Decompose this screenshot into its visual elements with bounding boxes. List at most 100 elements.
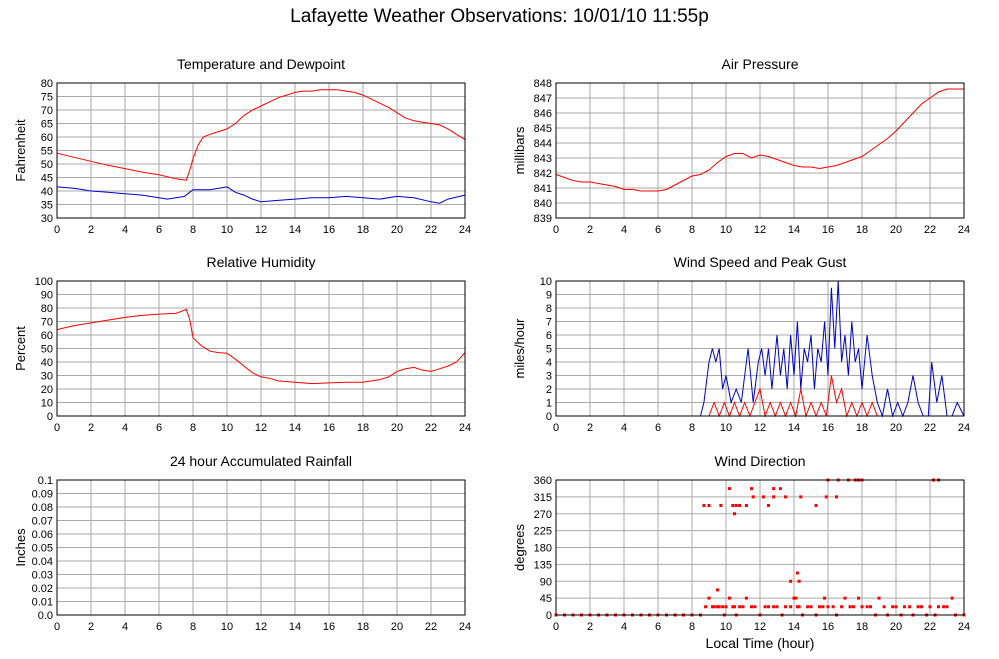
x-tick-label: 12 [255,422,267,434]
data-point [789,605,793,609]
data-point [797,579,801,583]
x-tick-label: 0 [54,224,60,236]
y-tick-label: 0 [546,411,552,423]
x-tick-label: 8 [689,621,695,633]
x-tick-label: 8 [190,422,196,434]
y-tick-label: 45 [540,593,552,605]
y-tick-label: 60 [41,330,53,342]
y-tick-label: 842 [534,168,552,180]
data-point [738,504,742,507]
data-point [908,605,912,609]
data-point [772,495,776,499]
x-tick-label: 2 [587,621,593,633]
series-line-0 [555,88,964,192]
y-tick-label: 4 [546,357,552,369]
y-axis-label: degrees [512,524,527,571]
y-tick-label: 0 [546,610,552,622]
x-tick-label: 2 [587,422,593,434]
x-tick-label: 6 [156,621,162,633]
data-point [848,605,852,609]
x-tick-label: 4 [621,422,627,434]
data-point [950,596,954,600]
y-tick-label: 30 [41,371,53,383]
y-tick-label: 10 [540,276,552,288]
x-tick-label: 18 [856,224,868,236]
x-tick-label: 2 [88,621,94,633]
y-tick-label: 844 [534,138,552,150]
data-point [852,605,855,609]
data-point [731,504,735,507]
data-point [806,605,810,609]
data-point [767,504,770,507]
data-point [750,487,753,491]
data-point [707,596,711,600]
x-tick-label: 24 [459,621,471,633]
x-tick-label: 4 [122,224,128,236]
data-point [835,495,838,499]
data-point [772,487,776,491]
series-line-0 [556,280,965,418]
panel-pressure: 0 2 4 6 8 10 12 14 16 18 20 22 248398408418428438448… [512,56,970,236]
x-tick-label: 6 [655,621,661,633]
y-tick-label: 5 [546,344,552,356]
x-tick-label: 6 [655,422,661,434]
y-tick-label: 0.1 [38,475,53,487]
data-point [826,605,830,609]
data-point [794,596,798,600]
x-tick-label: 8 [190,224,196,236]
y-tick-label: 90 [540,576,552,588]
data-point [818,605,821,609]
chart-title: Wind Speed and Peak Gust [674,254,847,270]
x-tick-label: 16 [822,224,834,236]
x-tick-label: 2 [88,224,94,236]
y-tick-label: 90 [41,290,53,302]
data-point [763,605,767,609]
x-tick-label: 12 [255,224,267,236]
y-tick-label: 0.03 [32,570,53,582]
y-tick-label: 225 [534,526,552,538]
x-tick-label: 22 [924,621,936,633]
y-tick-label: 0 [47,411,53,423]
y-tick-label: 30 [41,213,53,225]
data-point [792,596,796,600]
x-tick-label: 0 [553,224,559,236]
x-axis-label: Local Time (hour) [705,635,815,651]
data-point [702,504,706,507]
data-point [716,605,719,609]
data-point [772,605,776,609]
chart-title: 24 hour Accumulated Rainfall [170,453,352,469]
x-tick-label: 8 [190,621,196,633]
data-point [814,504,818,507]
data-point [797,605,801,609]
y-tick-label: 40 [41,186,53,198]
plot-frame [555,479,965,616]
x-tick-label: 4 [122,422,128,434]
x-tick-label: 14 [788,224,800,236]
x-tick-label: 8 [689,422,695,434]
y-axis-label: Inches [13,528,28,567]
x-tick-label: 14 [788,422,800,434]
y-tick-label: 40 [41,357,53,369]
data-point [857,596,861,600]
y-tick-label: 180 [534,543,552,555]
data-point [778,487,782,491]
y-tick-label: 845 [534,123,552,135]
data-point [945,605,949,609]
data-point [843,596,847,600]
y-tick-label: 8 [546,303,552,315]
x-tick-label: 4 [122,621,128,633]
data-point [937,605,940,609]
chart-title: Wind Direction [714,453,805,469]
data-point [891,605,895,609]
y-tick-label: 135 [534,559,552,571]
x-tick-label: 20 [391,422,403,434]
data-point [721,605,725,609]
data-point [882,605,886,609]
data-point [824,495,828,499]
data-point [942,605,946,609]
x-tick-label: 24 [459,422,471,434]
data-point [733,512,736,516]
y-tick-label: 0.08 [32,502,53,514]
